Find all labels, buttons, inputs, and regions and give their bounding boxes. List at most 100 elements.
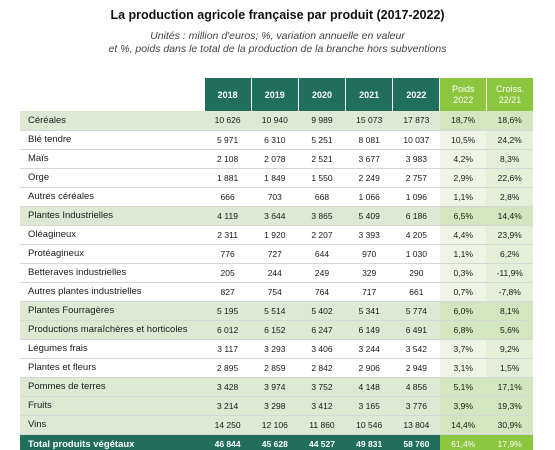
poids-cell: 3,1% xyxy=(439,358,487,378)
value-cell: 6 012 xyxy=(204,320,252,340)
value-cell: 666 xyxy=(204,187,252,207)
poids-cell: 6,8% xyxy=(439,320,487,340)
row-label: Maïs xyxy=(20,149,205,169)
croissance-cell: -7,8% xyxy=(486,282,533,302)
value-cell: 5 971 xyxy=(204,130,252,150)
row-label: Céréales xyxy=(20,111,205,131)
value-cell: 45 628 xyxy=(251,434,299,450)
value-cell: 3 298 xyxy=(251,396,299,416)
row-label: Protéagineux xyxy=(20,244,205,264)
poids-cell: 4,2% xyxy=(439,149,487,169)
table-row: Plantes Fourragères 5 195 5 514 5 402 5 341 5… xyxy=(20,301,533,321)
table-row: Vins 14 250 12 106 11 860 10 546 13 804 14,4% 3… xyxy=(20,415,533,435)
croissance-cell: 23,9% xyxy=(486,225,533,245)
croissance-cell: 8,1% xyxy=(486,301,533,321)
value-cell: 1 550 xyxy=(298,168,346,188)
value-cell: 44 527 xyxy=(298,434,346,450)
table-row: Blé tendre 5 971 6 310 5 251 8 081 10 037 10,5… xyxy=(20,130,533,150)
value-cell: 3 244 xyxy=(345,339,393,359)
value-cell: 1 920 xyxy=(251,225,299,245)
table-total-row: Total produits végétaux 46 844 45 628 44 52… xyxy=(20,434,533,450)
value-cell: 776 xyxy=(204,244,252,264)
croissance-cell: 17,9% xyxy=(486,434,533,450)
value-cell: 3 644 xyxy=(251,206,299,226)
header-blank xyxy=(20,78,204,111)
value-cell: 5 251 xyxy=(298,130,346,150)
row-label: Plantes Industrielles xyxy=(20,206,205,226)
poids-cell: 3,9% xyxy=(439,396,487,416)
value-cell: 2 906 xyxy=(345,358,393,378)
value-cell: 644 xyxy=(298,244,346,264)
value-cell: 3 393 xyxy=(345,225,393,245)
table-body: Céréales 10 626 10 940 9 989 15 073 17 873 18,… xyxy=(20,111,533,450)
croissance-cell: 14,4% xyxy=(486,206,533,226)
value-cell: 49 831 xyxy=(345,434,393,450)
header-year-2020: 2020 xyxy=(297,78,346,111)
row-label: Blé tendre xyxy=(20,130,205,150)
poids-cell: 10,5% xyxy=(439,130,487,150)
table-row: Oléagineux 2 311 1 920 2 207 3 393 4 205 4,4% 2… xyxy=(20,225,533,245)
poids-cell: 5,1% xyxy=(439,377,487,397)
value-cell: 3 165 xyxy=(345,396,393,416)
value-cell: 46 844 xyxy=(204,434,252,450)
production-table: 2018 2019 2020 2021 2022 Poids 2022 Croi… xyxy=(20,78,533,450)
table-row: Productions maraîchères et horticoles 6 0… xyxy=(20,320,533,340)
row-label: Autres plantes industrielles xyxy=(20,282,205,302)
header-year-2019: 2019 xyxy=(250,78,299,111)
croissance-cell: 17,1% xyxy=(486,377,533,397)
value-cell: 5 774 xyxy=(392,301,440,321)
croissance-cell: -11,9% xyxy=(486,263,533,283)
row-label: Betteraves industrielles xyxy=(20,263,205,283)
value-cell: 11 860 xyxy=(298,415,346,435)
poids-cell: 3,7% xyxy=(439,339,487,359)
poids-cell: 2,9% xyxy=(439,168,487,188)
croissance-cell: 30,9% xyxy=(486,415,533,435)
table-row: Fruits 3 214 3 298 3 412 3 165 3 776 3,9% 19,3% xyxy=(20,396,533,416)
table-row: Autres plantes industrielles 827 754 764 717… xyxy=(20,282,533,302)
table-row: Légumes frais 3 117 3 293 3 406 3 244 3 542 3,… xyxy=(20,339,533,359)
value-cell: 668 xyxy=(298,187,346,207)
value-cell: 4 205 xyxy=(392,225,440,245)
row-label: Vins xyxy=(20,415,205,435)
header-poids: Poids 2022 xyxy=(439,78,487,111)
value-cell: 3 406 xyxy=(298,339,346,359)
header-year-2022: 2022 xyxy=(392,78,440,111)
row-label: Plantes et fleurs xyxy=(20,358,205,378)
croissance-cell: 2,8% xyxy=(486,187,533,207)
value-cell: 5 514 xyxy=(251,301,299,321)
value-cell: 205 xyxy=(204,263,252,283)
value-cell: 15 073 xyxy=(345,111,393,131)
value-cell: 4 119 xyxy=(204,206,252,226)
value-cell: 244 xyxy=(251,263,299,283)
poids-cell: 1,1% xyxy=(439,187,487,207)
value-cell: 5 195 xyxy=(204,301,252,321)
row-label: Légumes frais xyxy=(20,339,205,359)
value-cell: 1 881 xyxy=(204,168,252,188)
croissance-cell: 19,3% xyxy=(486,396,533,416)
value-cell: 3 752 xyxy=(298,377,346,397)
value-cell: 290 xyxy=(392,263,440,283)
value-cell: 6 247 xyxy=(298,320,346,340)
row-label: Orge xyxy=(20,168,205,188)
value-cell: 3 974 xyxy=(251,377,299,397)
header-croissance-line-1: Croiss. xyxy=(495,83,524,94)
row-label: Fruits xyxy=(20,396,205,416)
value-cell: 727 xyxy=(251,244,299,264)
poids-cell: 6,5% xyxy=(439,206,487,226)
value-cell: 12 106 xyxy=(251,415,299,435)
value-cell: 6 186 xyxy=(392,206,440,226)
value-cell: 1 030 xyxy=(392,244,440,264)
value-cell: 2 895 xyxy=(204,358,252,378)
value-cell: 1 066 xyxy=(345,187,393,207)
value-cell: 6 149 xyxy=(345,320,393,340)
value-cell: 3 117 xyxy=(204,339,252,359)
table-row: Plantes Industrielles 4 119 3 644 3 865 5 40… xyxy=(20,206,533,226)
value-cell: 827 xyxy=(204,282,252,302)
table-row: Maïs 2 108 2 078 2 521 3 677 3 983 4,2% 8,3% xyxy=(20,149,533,169)
row-label: Oléagineux xyxy=(20,225,205,245)
poids-cell: 1,1% xyxy=(439,244,487,264)
value-cell: 1 849 xyxy=(251,168,299,188)
value-cell: 6 152 xyxy=(251,320,299,340)
value-cell: 3 412 xyxy=(298,396,346,416)
croissance-cell: 18,6% xyxy=(486,111,533,131)
